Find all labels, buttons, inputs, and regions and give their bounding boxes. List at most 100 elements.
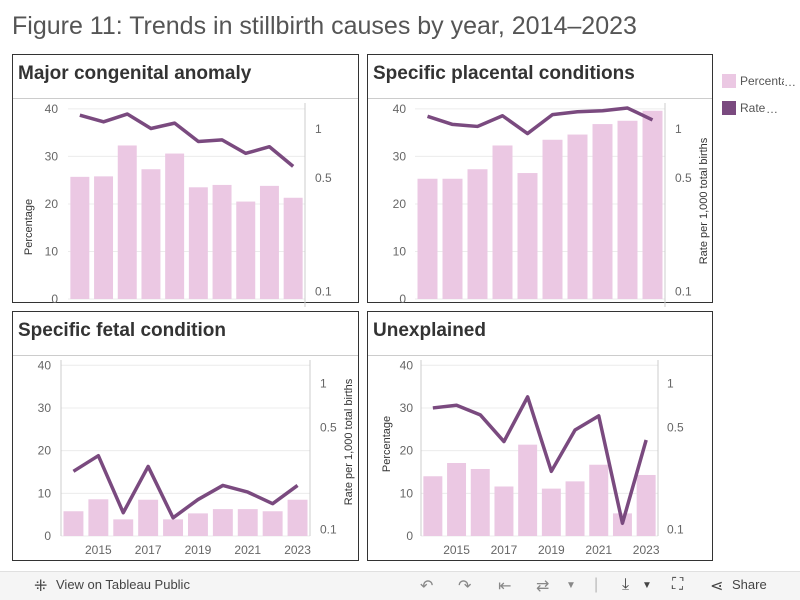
left-tick-label: 0 xyxy=(399,292,406,306)
refresh-icon[interactable]: ⇄ xyxy=(536,578,550,595)
left-tick-label: 20 xyxy=(38,444,52,458)
view-on-tableau-public-link[interactable]: View on Tableau Public xyxy=(56,577,190,592)
right-tick-label: 0.5 xyxy=(320,420,337,434)
undo-icon[interactable]: ↶ xyxy=(420,578,434,595)
x-tick-label: 2019 xyxy=(538,543,565,557)
right-tick-label: 0.5 xyxy=(667,420,684,434)
left-tick-label: 10 xyxy=(400,486,414,500)
chart-svg: 0 10 20 30 40 0.1 0.5 1 Rate per 1,000 total bir… xyxy=(393,102,710,307)
rate-line xyxy=(432,395,648,526)
bar-2021 xyxy=(236,201,256,299)
left-tick-label: 40 xyxy=(45,102,59,116)
x-tick-label: 2019 xyxy=(185,543,212,557)
right-tick-label: 0.1 xyxy=(315,285,332,299)
right-tick-label: 1 xyxy=(320,377,327,391)
left-tick-label: 40 xyxy=(400,358,414,372)
redo-icon[interactable]: ↷ xyxy=(458,578,472,595)
bar-2019 xyxy=(541,488,561,536)
chart-panel-specific-fetal-condition[interactable]: Specific fetal condition 0 10 20 30 40 0.1 0.5… xyxy=(12,311,359,561)
panel-title: Major congenital anomaly xyxy=(18,63,252,84)
left-tick-label: 40 xyxy=(38,358,52,372)
bar-2014 xyxy=(417,178,438,299)
bar-2016 xyxy=(467,169,488,299)
bar-2018 xyxy=(165,153,185,299)
left-tick-label: 30 xyxy=(45,149,59,163)
left-tick-label: 20 xyxy=(393,197,407,211)
panel-title: Specific placental conditions xyxy=(373,63,635,84)
bar-2023 xyxy=(636,474,656,536)
left-tick-label: 30 xyxy=(400,401,414,415)
panel-title: Specific fetal condition xyxy=(18,320,226,341)
bar-2017 xyxy=(494,486,514,536)
bar-2017 xyxy=(141,169,161,299)
bar-2016 xyxy=(113,519,134,536)
legend-swatch-bar xyxy=(722,74,736,88)
bar-2020 xyxy=(565,481,585,536)
legend-label: Rate per 1,000 total births xyxy=(740,101,766,115)
bar-2020 xyxy=(212,184,232,299)
left-tick-label: 10 xyxy=(45,244,59,258)
bar-2018 xyxy=(163,519,184,536)
x-tick-label: 2017 xyxy=(491,543,518,557)
refresh-dropdown-icon[interactable]: ▼ xyxy=(566,580,576,591)
bar-2022 xyxy=(259,185,279,299)
bar-2015 xyxy=(447,463,467,536)
bar-2017 xyxy=(138,499,159,536)
x-tick-label: 2023 xyxy=(633,543,660,557)
left-tick-label: 0 xyxy=(44,529,51,543)
x-tick-label: 2015 xyxy=(443,543,470,557)
left-axis-title: Percentage xyxy=(23,199,35,255)
left-tick-label: 20 xyxy=(45,197,59,211)
rate-line xyxy=(426,106,654,136)
panel-divider xyxy=(368,355,712,356)
left-tick-label: 10 xyxy=(393,244,407,258)
bar-2022 xyxy=(617,120,638,299)
download-dropdown-icon[interactable]: ▼ xyxy=(642,580,652,591)
legend-item-percentage[interactable]: Percentage… xyxy=(722,74,796,92)
revert-icon[interactable]: ⇤ xyxy=(498,578,512,595)
legend-swatch-line xyxy=(722,101,736,115)
chart-panel-unexplained[interactable]: Unexplained 0 10 20 30 40 0.1 0.5 1 2015 2017 2019… xyxy=(367,311,713,561)
bar-2015 xyxy=(442,178,463,299)
bar-2016 xyxy=(470,468,490,536)
legend-label: Percentage xyxy=(740,74,784,88)
x-tick-label: 2023 xyxy=(284,543,311,557)
right-tick-label: 0.5 xyxy=(675,171,692,185)
bar-2015 xyxy=(94,176,114,299)
bar-2018 xyxy=(517,173,538,299)
share-icon[interactable]: ⋖ xyxy=(710,578,724,595)
bar-2022 xyxy=(262,511,283,536)
chart-svg: 0 10 20 30 40 0.1 0.5 1 2015 2017 2019 2021 2023 Perc… xyxy=(381,358,684,557)
left-tick-label: 0 xyxy=(406,529,413,543)
right-axis-title: Rate per 1,000 total births xyxy=(698,137,710,264)
share-button[interactable]: Share xyxy=(732,577,767,592)
panel-divider xyxy=(13,98,358,99)
fullscreen-icon[interactable]: ⛶ xyxy=(672,576,684,593)
bar-2016 xyxy=(117,145,137,299)
right-tick-label: 1 xyxy=(675,122,682,136)
bar-2020 xyxy=(212,509,233,536)
bar-2017 xyxy=(492,145,513,299)
chart-svg: 0 10 20 30 40 0.1 0.5 1 2015 2017 2019 2021 2023 Rate… xyxy=(38,358,355,557)
x-tick-label: 2021 xyxy=(585,543,612,557)
legend-item-rate[interactable]: Rate per 1,000 total births… xyxy=(722,101,796,119)
chart-panel-specific-placental-conditions[interactable]: Specific placental conditions 0 10 20 30 40 0… xyxy=(367,54,713,307)
left-tick-label: 0 xyxy=(51,292,58,306)
figure-title: Figure 11: Trends in stillbirth causes b… xyxy=(12,12,637,40)
x-tick-label: 2021 xyxy=(234,543,261,557)
left-tick-label: 30 xyxy=(38,401,52,415)
right-axis-title: Rate per 1,000 total births xyxy=(343,378,355,505)
right-tick-label: 0.5 xyxy=(315,171,332,185)
panel-title: Unexplained xyxy=(373,320,486,341)
bar-2023 xyxy=(642,110,663,299)
bar-2014 xyxy=(63,511,84,536)
tableau-toolbar: ⁜ View on Tableau Public ↶ ↷ ⇤ ⇄ ▼ | ⤓ ▼… xyxy=(0,571,800,600)
bar-2018 xyxy=(518,444,538,536)
panel-divider xyxy=(368,98,712,99)
x-tick-label: 2017 xyxy=(135,543,162,557)
chart-panel-major-congenital-anomaly[interactable]: Major congenital anomaly 0 10 20 30 40 0.1 0.5… xyxy=(12,54,359,307)
chart-svg: 0 10 20 30 40 0.1 0.5 1 Percentage xyxy=(23,102,332,307)
tableau-logo-icon: ⁜ xyxy=(34,578,48,595)
download-icon[interactable]: ⤓ xyxy=(622,576,630,593)
right-tick-label: 1 xyxy=(667,377,674,391)
